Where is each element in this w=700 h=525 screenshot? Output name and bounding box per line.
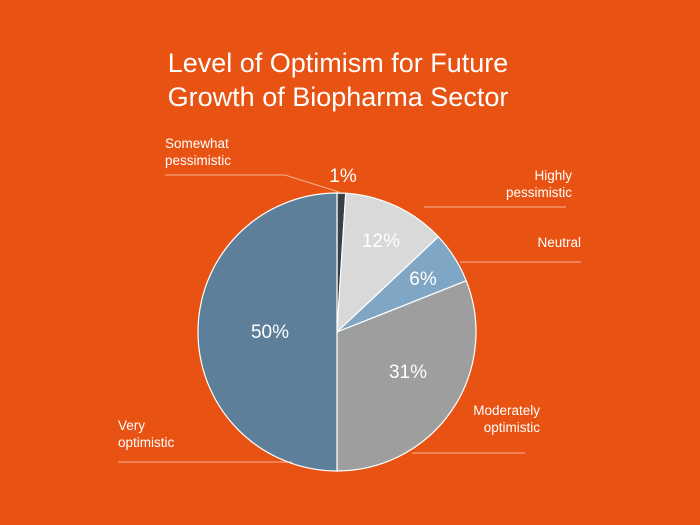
leader-line-somewhat-pessimistic: [165, 174, 340, 193]
category-label-somewhat-pessimistic: Somewhat pessimistic: [165, 136, 231, 168]
category-label-line: Very: [118, 418, 145, 433]
category-label-line: Somewhat: [165, 136, 229, 151]
percent-label-moderately-optimistic: 31%: [389, 362, 427, 383]
category-label-line: Moderately: [473, 403, 540, 418]
pie-slice-very-optimistic: [197, 192, 338, 472]
category-labels: Somewhat pessimistic Highly pessimistic Neut…: [118, 136, 581, 450]
chart-title-line-2: Growth of Biopharma Sector: [168, 82, 509, 112]
category-label-moderately-optimistic: Moderately optimistic: [473, 403, 540, 435]
category-label-line: Neutral: [537, 235, 581, 250]
percent-labels: 1% 12% 6% 31% 50%: [251, 166, 437, 383]
leader-lines: [118, 174, 581, 463]
category-label-very-optimistic: Very optimistic: [118, 418, 175, 450]
category-label-line: pessimistic: [506, 185, 572, 200]
percent-label-neutral: 6%: [409, 269, 437, 290]
pie-slice-highly-pessimistic: [336, 192, 440, 334]
percent-label-highly-pessimistic: 12%: [362, 231, 400, 252]
category-label-line: Highly: [534, 168, 572, 183]
pie-slices: [197, 192, 477, 472]
category-label-line: optimistic: [484, 420, 541, 435]
chart-title-line-1: Level of Optimism for Future: [168, 48, 509, 78]
percent-label-somewhat-pessimistic: 1%: [329, 166, 357, 187]
category-label-line: pessimistic: [165, 153, 231, 168]
category-label-neutral: Neutral: [537, 235, 581, 250]
pie-slice-moderately-optimistic: [336, 280, 477, 472]
category-label-highly-pessimistic: Highly pessimistic: [506, 168, 572, 200]
percent-label-very-optimistic: 50%: [251, 322, 289, 343]
category-label-line: optimistic: [118, 435, 175, 450]
